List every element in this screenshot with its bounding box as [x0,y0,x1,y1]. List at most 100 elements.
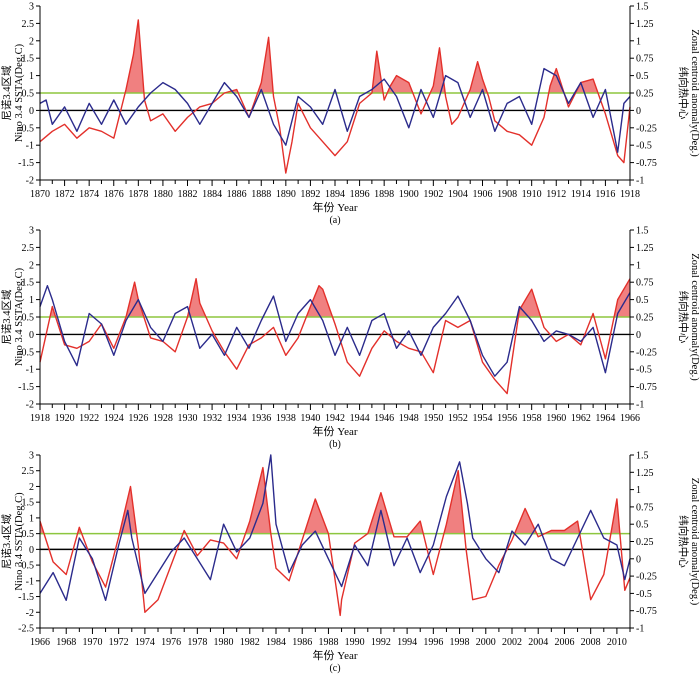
x-tick-label: 1960 [546,413,566,424]
x-tick-label: 1918 [30,413,50,424]
left-tick-label: 3 [29,2,34,13]
left-tick-label: 1 [29,295,34,306]
right-axis-title-cn: 纬向热中心 [677,515,690,568]
left-tick-label: -1 [26,576,34,587]
left-tick-label: -1.5 [18,158,34,169]
right-tick-label: -1 [636,400,644,411]
right-tick-label: -0.25 [636,123,657,134]
right-tick-label: 1 [636,485,641,496]
right-axis-title-en: Zonal centroid anomaly(Deg.) [689,478,700,606]
x-tick-label: 1902 [423,189,443,200]
panel-caption: (b) [329,439,341,450]
x-tick-label: 2000 [476,637,496,648]
x-tick-label: 2008 [581,637,601,648]
right-tick-label: 0.5 [636,71,649,82]
right-tick-label: -0.75 [636,158,657,169]
x-tick-label: 1970 [82,637,102,648]
left-axis-title-en: Nino 3.4 SSTA(Deg.C) [14,492,25,591]
x-tick-label: 1942 [325,413,345,424]
centroid-series-line [39,454,631,601]
right-tick-label: 0 [636,330,641,341]
x-tick-label: 1972 [109,637,129,648]
left-axis-title-en: Nino 3.4 SSTA(Deg.C) [14,43,25,142]
left-tick-label: 2 [29,482,34,493]
x-tick-label: 1934 [227,413,247,424]
x-tick-label: 1968 [56,637,76,648]
left-tick-label: -1 [26,365,34,376]
left-tick-label: 1 [29,71,34,82]
right-tick-label: -0.25 [636,572,657,583]
x-tick-label: 1982 [240,637,260,648]
right-tick-label: 0 [636,554,641,565]
left-axis-title-en: Nino 3.4 SSTA(Deg.C) [14,267,25,366]
left-axis-title-cn: 尼诺3.4区域 [0,289,13,345]
x-tick-label: 1906 [473,189,493,200]
centroid-series-line [39,67,631,153]
x-tick-label: 1918 [620,189,640,200]
x-tick-label: 1956 [497,413,517,424]
x-tick-label: 1966 [620,413,640,424]
left-tick-label: -1 [26,141,34,152]
x-axis-title: 年份 Year [312,200,357,214]
sst-series-line [39,466,631,617]
x-tick-label: 1962 [571,413,591,424]
x-tick-label: 2006 [554,637,574,648]
x-tick-label: 1974 [135,637,155,648]
x-tick-label: 1908 [497,189,517,200]
left-axis-title-cn: 尼诺3.4区域 [0,65,13,121]
right-tick-label: 0.25 [636,537,654,548]
left-tick-label: 3 [29,226,34,237]
left-tick-label: -0.5 [18,561,34,572]
left-tick-label: -2.5 [18,624,34,635]
left-tick-label: 3 [29,451,34,462]
x-tick-label: 1952 [448,413,468,424]
right-tick-label: -1 [636,624,644,635]
x-tick-label: 1882 [178,189,198,200]
x-axis-title: 年份 Year [312,648,357,662]
x-tick-label: 1964 [595,413,615,424]
left-tick-label: 2 [29,36,34,47]
x-tick-label: 1944 [350,413,370,424]
left-tick-label: -1.5 [18,382,34,393]
x-tick-label: 1932 [202,413,222,424]
right-tick-label: 1.5 [636,226,649,237]
x-tick-label: 1900 [399,189,419,200]
x-tick-label: 1936 [251,413,271,424]
panel-caption: (a) [329,215,340,226]
x-tick-label: 1874 [79,189,99,200]
x-tick-label: 1948 [399,413,419,424]
right-tick-label: -0.5 [636,365,652,376]
x-tick-label: 1916 [595,189,615,200]
left-tick-label: 0.5 [22,529,35,540]
right-tick-label: -1 [636,176,644,187]
right-tick-label: 0.75 [636,54,654,65]
panel-0: 3 2.5 2 1.5 1 0.5 0 -0.5 -1 -1.5 -2 1.5 1.25 1 0.75 0.5… [0,2,700,227]
x-tick-label: 2010 [607,637,627,648]
right-tick-label: 1.25 [636,19,654,30]
right-tick-label: 1.25 [636,243,654,254]
right-axis-title-en: Zonal centroid anomaly(Deg.) [689,253,700,381]
x-tick-label: 2002 [502,637,522,648]
left-tick-label: 2 [29,260,34,271]
left-tick-label: 1.5 [22,278,35,289]
sst-series-line [39,278,631,395]
centroid-series-line [39,285,631,377]
right-tick-label: -0.5 [636,589,652,600]
left-tick-label: -2 [26,176,34,187]
x-tick-label: 1976 [161,637,181,648]
left-tick-label: 1.5 [22,54,35,65]
x-tick-label: 1872 [55,189,75,200]
right-tick-label: -0.25 [636,347,657,358]
panel-2: 3 2.5 2 1.5 1 0.5 0 -0.5 -1 -1.5 -2 -2.5 1.5 1.25 1 0.7… [0,451,700,675]
x-tick-label: 1880 [153,189,173,200]
right-tick-label: 0.75 [636,278,654,289]
x-tick-label: 1986 [292,637,312,648]
x-tick-label: 1884 [202,189,222,200]
x-tick-label: 1988 [318,637,338,648]
x-tick-label: 1938 [276,413,296,424]
right-tick-label: 1.25 [636,468,654,479]
right-tick-label: 1 [636,36,641,47]
right-tick-label: 1.5 [636,2,649,13]
x-tick-label: 1914 [571,189,591,200]
left-tick-label: 0.5 [22,313,35,324]
